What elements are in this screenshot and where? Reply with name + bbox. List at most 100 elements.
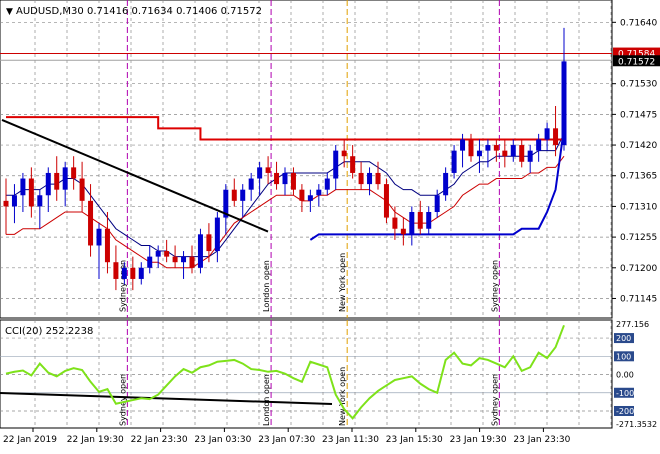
time-tick-label: 23 Jan 23:30: [513, 435, 570, 445]
session-label: Sydney open: [118, 374, 127, 426]
time-tick-label: 23 Jan 03:30: [194, 435, 251, 445]
candle-body: [290, 172, 296, 190]
candle-body: [147, 256, 153, 268]
candle-body: [20, 178, 26, 196]
cci-line: [5, 324, 565, 420]
candle-body: [282, 172, 288, 185]
cci-tick-label: 0.00: [616, 371, 634, 380]
candle-body: [485, 145, 491, 151]
price-tick-label: 0.71530: [620, 80, 657, 90]
session-label: New York open: [338, 367, 347, 426]
candle-body: [358, 172, 364, 185]
candle-body: [307, 195, 313, 201]
cci-level-marker: [614, 405, 634, 416]
candle-body: [367, 172, 373, 185]
candle-body: [54, 172, 60, 190]
candle-body: [164, 251, 170, 257]
cci-tick-label: 277.156: [616, 320, 649, 329]
price-panel[interactable]: [0, 0, 613, 319]
candle-body: [536, 139, 542, 151]
price-tick-label: 0.71365: [620, 172, 657, 182]
candle-body: [265, 167, 271, 173]
cci-level-label: 200: [616, 334, 631, 343]
time-tick-label: 23 Jan 15:30: [386, 435, 443, 445]
candle-body: [197, 234, 203, 268]
candle-body: [350, 156, 356, 173]
session-label: New York open: [338, 253, 347, 312]
indicator-line: [309, 128, 565, 241]
cci-grid: [0, 320, 612, 428]
candle-body: [130, 267, 136, 279]
candle-body: [88, 200, 94, 246]
symbol-timeframe: AUDUSD,M30: [16, 6, 84, 17]
candle-body: [223, 189, 229, 218]
candle-body: [189, 256, 195, 268]
trendlines[interactable]: [0, 119, 333, 405]
candle-body: [231, 189, 237, 201]
cci-level-label: -200: [616, 407, 634, 416]
candle-body: [172, 256, 178, 263]
dropdown-triangle-icon[interactable]: ▼: [6, 7, 13, 17]
candle-body: [434, 195, 440, 212]
candle-body: [71, 167, 77, 179]
candle-body: [11, 195, 17, 207]
candle-body: [181, 256, 187, 263]
candle-body: [443, 172, 449, 196]
session-label: Sydney open: [118, 260, 127, 312]
candle-body: [3, 200, 9, 207]
ohlc-values: 0.71416 0.71634 0.71406 0.71572: [87, 6, 262, 17]
candle-body: [206, 234, 212, 252]
session-label: London open: [262, 260, 271, 312]
candle-body: [510, 145, 516, 157]
indicator-line: [6, 116, 564, 141]
price-tick-label: 0.71145: [620, 294, 657, 304]
session-label: Sydney open: [490, 374, 499, 426]
candle-body: [121, 267, 127, 279]
candle-body: [341, 150, 347, 157]
price-tick-label: 0.71200: [620, 264, 657, 274]
time-tick-label: 23 Jan 19:30: [450, 435, 507, 445]
price-tick-label: 0.71420: [620, 141, 657, 151]
candle-body: [553, 128, 559, 146]
time-axis: 22 Jan 2019 22 Jan 19:30 22 Jan 23:30 23 Ja…: [3, 428, 571, 445]
candle-body: [476, 150, 482, 157]
price-axis: 0.71640 0.71530 0.71475 0.71420 0.71365 0.713…: [612, 18, 660, 304]
candle-body: [409, 212, 415, 235]
candle-body: [155, 251, 161, 257]
candle-body: [324, 178, 330, 190]
cci-tick-label: -271.3532: [616, 420, 657, 429]
cci-curve: [5, 324, 565, 420]
ask-price-marker: [613, 47, 660, 59]
candle-body: [257, 167, 263, 179]
cci-title: CCI(20) 252.2238: [5, 326, 93, 337]
price-tick-label: 0.71310: [620, 202, 657, 212]
candle-body: [62, 167, 68, 190]
candle-body: [79, 178, 85, 201]
candle-body: [527, 150, 533, 162]
candle-body: [96, 228, 102, 246]
price-tick-label: 0.71255: [620, 233, 657, 243]
candle-body: [417, 212, 423, 229]
candle-body: [426, 212, 432, 229]
candle-body: [451, 150, 457, 173]
cci-level-marker: [614, 387, 634, 398]
candle-body: [214, 217, 220, 252]
candle-body: [333, 150, 339, 179]
cci-level-marker: [614, 333, 634, 344]
cci-level-label: 100: [616, 352, 631, 361]
session-label: Sydney open: [490, 260, 499, 312]
time-tick-label: 23 Jan 11:30: [322, 435, 379, 445]
candle-body: [519, 145, 525, 162]
price-tick-label: 0.71640: [620, 18, 657, 28]
candle-body: [392, 217, 398, 229]
time-tick-label: 22 Jan 2019: [3, 435, 57, 445]
candle-body: [28, 178, 34, 207]
candle-body: [502, 150, 508, 157]
trendline[interactable]: [1, 119, 269, 233]
cci-trendline[interactable]: [0, 392, 333, 405]
candle-body: [544, 128, 550, 140]
candle-body: [400, 228, 406, 235]
ask-price-label: 0.71584: [618, 50, 655, 60]
